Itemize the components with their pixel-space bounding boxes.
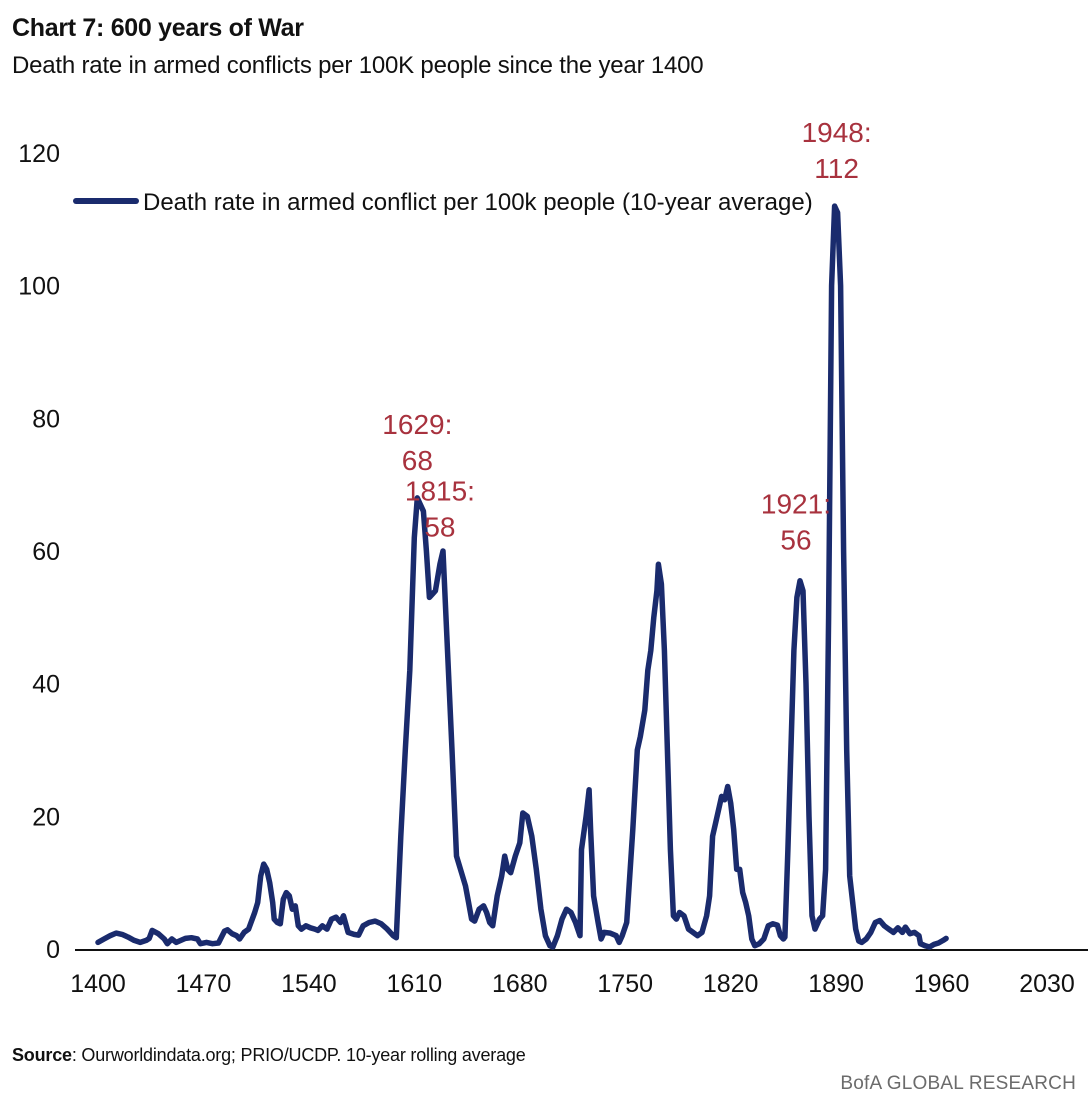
annotation-year: 1921: [761,489,831,520]
y-tick-label: 40 [32,671,60,699]
y-tick-label: 100 [18,273,60,301]
source-label: Source [12,1045,72,1065]
annotation-value: 58 [424,511,455,542]
legend-label: Death rate in armed conflict per 100k pe… [143,189,813,216]
source-text: : Ourworldindata.org; PRIO/UCDP. 10-year… [71,1045,526,1065]
annotation-value: 68 [402,445,433,476]
x-tick-label: 1960 [914,970,970,998]
x-tick-label: 2030 [1019,970,1075,998]
y-tick-label: 120 [18,140,60,168]
x-tick-label: 1820 [703,970,759,998]
x-tick-label: 1540 [281,970,337,998]
x-tick-label: 1470 [176,970,232,998]
chart-title: Chart 7: 600 years of War [12,14,304,42]
y-tick-label: 20 [32,803,60,831]
annotation-year: 1815: [405,475,475,506]
chart-subtitle: Death rate in armed conflicts per 100K p… [12,52,704,79]
x-tick-label: 1890 [808,970,864,998]
x-tick-label: 1400 [70,970,126,998]
x-tick-label: 1680 [492,970,548,998]
legend: Death rate in armed conflict per 100k pe… [73,189,813,216]
y-tick-label: 60 [32,538,60,566]
x-tick-label: 1610 [387,970,443,998]
source-note: Source: Ourworldindata.org; PRIO/UCDP. 1… [12,1045,526,1066]
x-tick-label: 1750 [597,970,653,998]
annotation-value: 56 [780,525,811,556]
series-line-death-rate [95,203,949,950]
x-axis: 1400 1470 1540 1610 1680 1750 1820 1890 1960 2030 [70,970,1075,998]
y-axis: 0 20 40 60 80 100 120 [18,140,60,964]
annotation-year: 1948: [802,117,872,148]
annotation-year: 1629: [382,409,452,440]
brand-label: BofA GLOBAL RESEARCH [840,1073,1076,1094]
y-tick-label: 0 [46,936,60,964]
annotation-value: 112 [814,153,859,184]
y-tick-label: 80 [32,405,60,433]
